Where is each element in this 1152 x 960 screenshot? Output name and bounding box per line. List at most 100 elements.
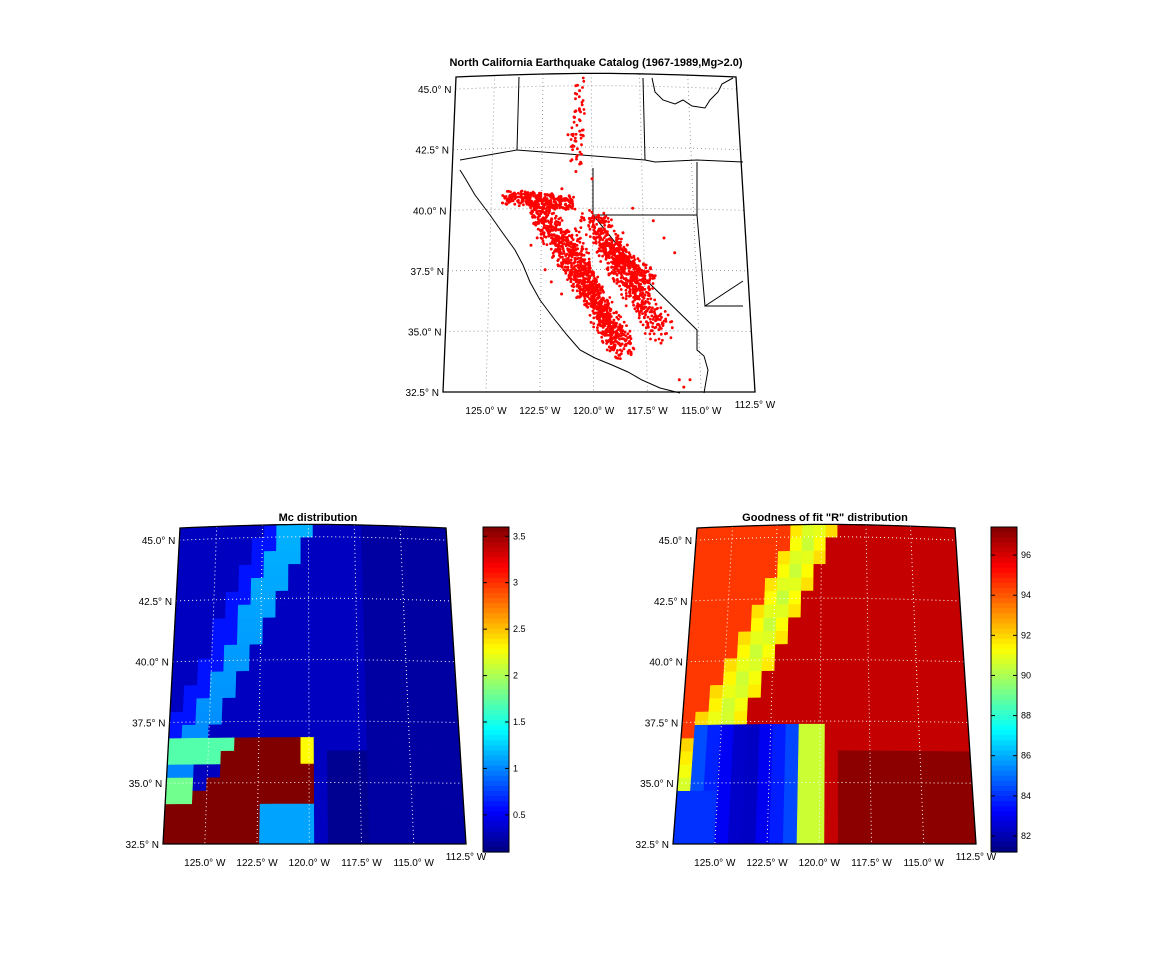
heatmap-cell xyxy=(350,577,364,592)
colorbar-segment xyxy=(991,598,1017,604)
quake-point xyxy=(602,211,606,215)
heatmap-cell xyxy=(901,684,916,699)
quake-point xyxy=(596,275,600,279)
heatmap-cell xyxy=(788,604,802,619)
heatmap-cell xyxy=(851,817,866,831)
quake-point xyxy=(633,270,637,274)
heatmap-cell xyxy=(801,550,815,565)
heatmap-cell xyxy=(773,684,788,699)
heatmap-cell xyxy=(731,750,747,765)
heatmap-cell xyxy=(272,830,288,845)
heatmap-cell xyxy=(397,525,411,541)
heatmap-cell xyxy=(326,737,341,752)
heatmap-cell xyxy=(337,564,351,579)
heatmap-cell xyxy=(325,643,340,658)
quake-point xyxy=(644,266,648,270)
heatmap-cell xyxy=(954,711,969,726)
quake-point xyxy=(625,324,628,327)
heatmap-cell xyxy=(313,737,328,752)
heatmap-cell xyxy=(722,671,737,686)
heatmap-cell xyxy=(231,830,247,845)
heatmap-cell xyxy=(325,564,339,579)
heatmap-cell xyxy=(259,830,274,845)
quake-point xyxy=(574,132,578,136)
quake-point xyxy=(579,136,583,140)
quake-point xyxy=(561,206,565,210)
quake-point xyxy=(603,236,606,240)
quake-point xyxy=(578,107,581,110)
lon-tick-label: 125.0° W xyxy=(465,406,507,417)
quake-point xyxy=(572,116,576,119)
heatmap-cell xyxy=(393,750,408,765)
heatmap-cell xyxy=(837,817,853,831)
heatmap-cell xyxy=(351,657,366,672)
colorbar-segment xyxy=(483,811,509,818)
quake-point xyxy=(629,350,633,354)
heatmap-cell xyxy=(940,698,955,713)
quake-point xyxy=(620,324,624,328)
quake-point xyxy=(545,193,549,197)
colorbar-segment xyxy=(483,694,509,701)
heatmap-cell xyxy=(813,590,826,605)
heatmap-cell xyxy=(849,537,862,552)
heatmap-cell xyxy=(702,790,718,805)
quake-point xyxy=(595,286,599,289)
heatmap-cell xyxy=(789,537,803,552)
quake-point xyxy=(611,262,615,265)
heatmap-cell xyxy=(398,552,412,567)
quake-point xyxy=(544,235,548,239)
quake-point xyxy=(571,204,575,208)
heatmap-cell xyxy=(755,817,771,832)
quake-point xyxy=(590,286,594,290)
quake-point xyxy=(576,247,580,251)
heatmap-cell xyxy=(339,723,354,738)
heatmap-cell xyxy=(190,539,204,555)
quake-point xyxy=(571,289,575,292)
heatmap-cell xyxy=(205,790,221,805)
quake-point xyxy=(640,268,644,272)
quake-point xyxy=(539,212,543,216)
quake-point xyxy=(540,210,544,213)
heatmap-cell xyxy=(287,737,302,752)
heatmap-cell xyxy=(825,537,839,552)
heatmap-cell xyxy=(418,724,434,739)
heatmap-cell xyxy=(824,777,839,792)
quake-point xyxy=(625,294,628,298)
heatmap-cell xyxy=(874,604,888,619)
quake-point xyxy=(655,315,659,319)
heatmap-cell xyxy=(411,565,425,581)
heatmap-cell xyxy=(400,605,415,620)
quake-point xyxy=(550,218,554,221)
heatmap-cell xyxy=(784,763,799,778)
quake-point xyxy=(530,212,533,216)
heatmap-cell xyxy=(300,777,315,792)
heatmap-cell xyxy=(851,763,866,778)
quake-point xyxy=(595,215,598,219)
heatmap-cell xyxy=(849,524,862,539)
quake-point xyxy=(578,129,582,133)
heatmap-cell xyxy=(944,777,960,792)
heatmap-cell xyxy=(813,524,827,539)
quake-point xyxy=(572,195,575,199)
heatmap-cell xyxy=(727,591,741,607)
quake-point xyxy=(580,266,583,269)
heatmap-cell xyxy=(380,750,395,765)
quake-point xyxy=(578,119,582,123)
lat-tick-label: 45.0° N xyxy=(142,536,175,547)
quake-point xyxy=(638,314,641,317)
mc-title: Mc distribution xyxy=(279,512,358,524)
quake-point xyxy=(576,280,580,283)
heatmap-cell xyxy=(424,592,439,607)
heatmap-cell xyxy=(951,672,966,687)
quake-point xyxy=(563,232,567,236)
heatmap-cell xyxy=(199,618,214,633)
heatmap-cell xyxy=(928,711,943,726)
heatmap-cell xyxy=(892,830,908,845)
colorbar-segment xyxy=(483,643,509,650)
heatmap-cell xyxy=(957,764,972,779)
lon-tick-label: 112.5° W xyxy=(446,852,487,863)
quake-point xyxy=(570,236,574,240)
heatmap-cell xyxy=(754,538,768,553)
quake-point xyxy=(628,329,632,333)
quake-point xyxy=(646,315,650,319)
